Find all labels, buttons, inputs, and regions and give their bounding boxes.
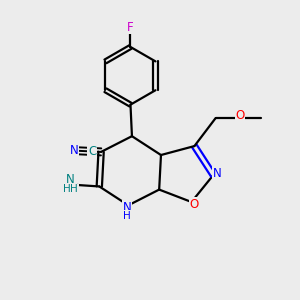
Text: C: C bbox=[88, 145, 96, 158]
Text: N: N bbox=[70, 144, 78, 157]
Text: N: N bbox=[213, 167, 222, 180]
Text: H: H bbox=[63, 184, 71, 194]
Text: N: N bbox=[66, 173, 75, 186]
Text: H: H bbox=[123, 211, 131, 221]
Text: N: N bbox=[122, 201, 131, 214]
Text: O: O bbox=[190, 198, 199, 211]
Text: F: F bbox=[127, 21, 134, 34]
Text: H: H bbox=[70, 184, 78, 194]
Text: O: O bbox=[236, 109, 245, 122]
